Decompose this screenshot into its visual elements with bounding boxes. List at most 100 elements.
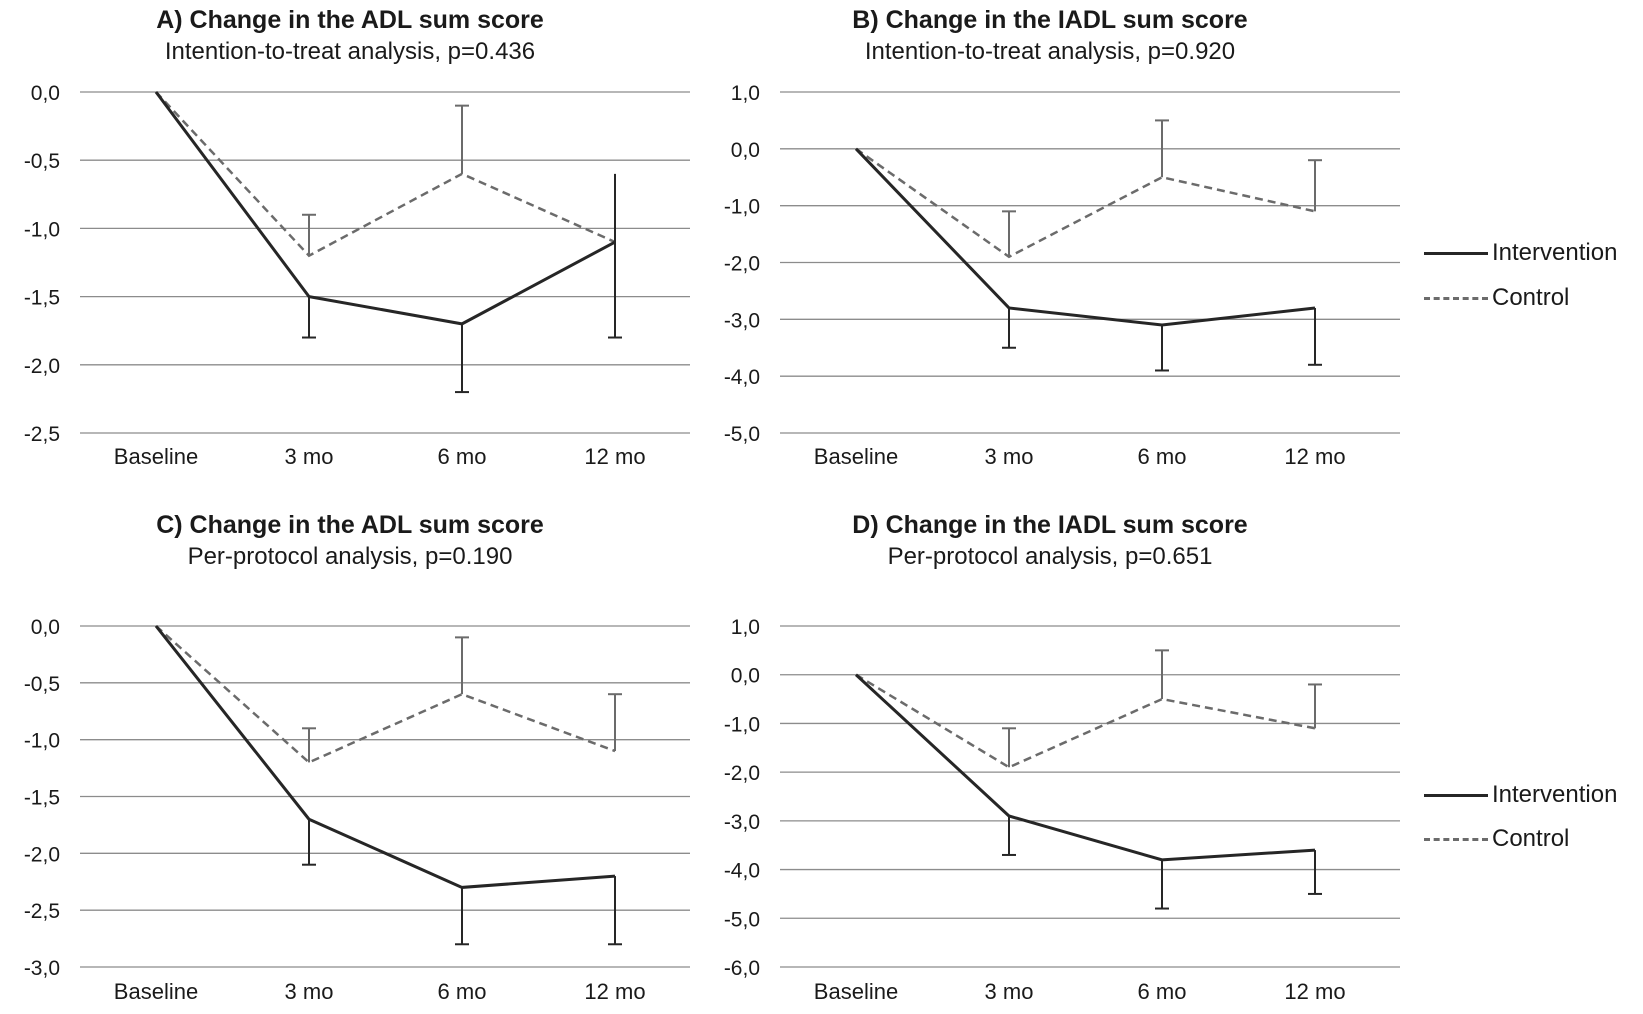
data-point xyxy=(460,172,464,176)
legend-swatch-solid xyxy=(1424,251,1488,255)
data-point xyxy=(1160,858,1164,862)
legend-label: Control xyxy=(1492,825,1570,852)
x-tick-label: Baseline xyxy=(814,444,898,469)
data-point xyxy=(1313,306,1317,310)
legend-item-control: Control xyxy=(1424,283,1569,313)
series-line-control xyxy=(855,673,1316,769)
panel-title: B) Change in the IADL sum score xyxy=(852,6,1248,34)
series-line-control xyxy=(155,625,616,764)
panel-title: D) Change in the IADL sum score xyxy=(852,511,1248,539)
y-tick-label: -3,0 xyxy=(724,309,760,332)
y-tick-label: -1,5 xyxy=(24,787,60,810)
data-point xyxy=(460,322,464,326)
legend-swatch-solid xyxy=(1424,793,1488,797)
panel-title: A) Change in the ADL sum score xyxy=(156,6,544,34)
x-tick-label: 3 mo xyxy=(285,979,334,1004)
data-point xyxy=(154,624,158,628)
series-line-control xyxy=(155,91,616,258)
data-point xyxy=(307,760,311,764)
y-tick-label: 1,0 xyxy=(731,82,760,105)
data-point xyxy=(1007,306,1011,310)
legend-bottom: Intervention Control xyxy=(1424,780,1639,860)
data-point xyxy=(1007,814,1011,818)
data-point xyxy=(1160,697,1164,701)
legend-swatch-dashed xyxy=(1424,296,1488,300)
y-tick-label: -2,5 xyxy=(24,900,60,923)
y-tick-label: -1,0 xyxy=(724,713,760,736)
legend-label: Control xyxy=(1492,284,1570,311)
legend-swatch-dashed xyxy=(1424,837,1488,841)
data-point xyxy=(1313,726,1317,730)
x-tick-label: 6 mo xyxy=(1138,979,1187,1004)
y-tick-label: -1,0 xyxy=(724,196,760,219)
x-tick-label: 6 mo xyxy=(438,444,487,469)
y-tick-label: -6,0 xyxy=(724,957,760,980)
x-tick-label: 12 mo xyxy=(584,444,645,469)
panel-d: D) Change in the IADL sum score Per-prot… xyxy=(700,500,1400,1014)
legend-label: Intervention xyxy=(1492,781,1618,808)
data-point xyxy=(854,147,858,151)
data-point xyxy=(1160,175,1164,179)
series-line-intervention xyxy=(154,625,616,889)
data-point xyxy=(307,817,311,821)
y-tick-label: -0,5 xyxy=(24,673,60,696)
x-tick-label: 6 mo xyxy=(1138,444,1187,469)
series-line-intervention xyxy=(854,147,1316,327)
legend-label: Intervention xyxy=(1492,239,1618,266)
data-point xyxy=(460,692,464,696)
y-tick-label: 0,0 xyxy=(31,616,60,639)
x-tick-label: 12 mo xyxy=(1284,444,1345,469)
data-point xyxy=(613,240,617,244)
panel-subtitle: Intention-to-treat analysis, p=0.436 xyxy=(164,38,536,65)
x-tick-label: 3 mo xyxy=(985,979,1034,1004)
x-tick-label: 12 mo xyxy=(584,979,645,1004)
chart-plot: 0,0 -0,5 -1,0 -1,5 -2,0 -2,5 -3,0 Baseline 3 mo 6… xyxy=(24,616,690,1004)
y-tick-label: -1,5 xyxy=(24,287,60,310)
y-tick-label: -2,0 xyxy=(724,253,760,276)
x-tick-label: Baseline xyxy=(814,979,898,1004)
panel-b: B) Change in the IADL sum score Intentio… xyxy=(700,0,1400,470)
series-line-intervention xyxy=(154,91,616,326)
chart-plot: 0,0 -0,5 -1,0 -1,5 -2,0 -2,5 Baseline 3 mo 6 mo 1… xyxy=(24,82,690,469)
x-tick-label: Baseline xyxy=(114,444,198,469)
data-point xyxy=(1313,209,1317,213)
panel-title: C) Change in the ADL sum score xyxy=(156,511,544,539)
y-tick-label: -2,0 xyxy=(724,762,760,785)
data-point xyxy=(1313,848,1317,852)
data-point xyxy=(307,254,311,258)
y-tick-label: -4,0 xyxy=(724,366,760,389)
data-point xyxy=(1160,323,1164,327)
x-tick-label: 3 mo xyxy=(285,444,334,469)
y-tick-label: -5,0 xyxy=(724,908,760,931)
panel-subtitle: Per-protocol analysis, p=0.190 xyxy=(187,543,513,570)
legend-top: Intervention Control xyxy=(1424,238,1639,318)
data-point xyxy=(307,295,311,299)
x-tick-label: 3 mo xyxy=(985,444,1034,469)
y-tick-label: -1,0 xyxy=(24,730,60,753)
y-tick-label: 1,0 xyxy=(731,616,760,639)
y-tick-label: -2,0 xyxy=(24,355,60,378)
y-tick-label: 0,0 xyxy=(731,139,760,162)
legend-item-control: Control xyxy=(1424,824,1569,854)
series-line-intervention xyxy=(854,673,1316,862)
y-tick-label: -1,0 xyxy=(24,218,60,241)
chart-plot: 1,0 0,0 -1,0 -2,0 -3,0 -4,0 -5,0 -6,0 Baseline 3 … xyxy=(724,616,1400,1004)
data-point xyxy=(613,874,617,878)
y-tick-label: 0,0 xyxy=(731,665,760,688)
panel-c: C) Change in the ADL sum score Per-proto… xyxy=(0,500,700,1014)
chart-plot: 1,0 0,0 -1,0 -2,0 -3,0 -4,0 -5,0 Baseline 3 mo 6 … xyxy=(724,82,1400,469)
series-line-control xyxy=(855,147,1316,259)
x-tick-label: 12 mo xyxy=(1284,979,1345,1004)
y-tick-label: -5,0 xyxy=(724,423,760,446)
y-tick-label: -2,5 xyxy=(24,423,60,446)
y-tick-label: -3,0 xyxy=(24,957,60,980)
panel-subtitle: Intention-to-treat analysis, p=0.920 xyxy=(864,38,1236,65)
legend-item-intervention: Intervention xyxy=(1424,780,1617,810)
panel-subtitle: Per-protocol analysis, p=0.651 xyxy=(887,543,1213,570)
x-tick-label: 6 mo xyxy=(438,979,487,1004)
data-point xyxy=(613,749,617,753)
y-tick-label: 0,0 xyxy=(31,82,60,105)
data-point xyxy=(154,90,158,94)
data-point xyxy=(1007,255,1011,259)
y-tick-label: -3,0 xyxy=(724,811,760,834)
